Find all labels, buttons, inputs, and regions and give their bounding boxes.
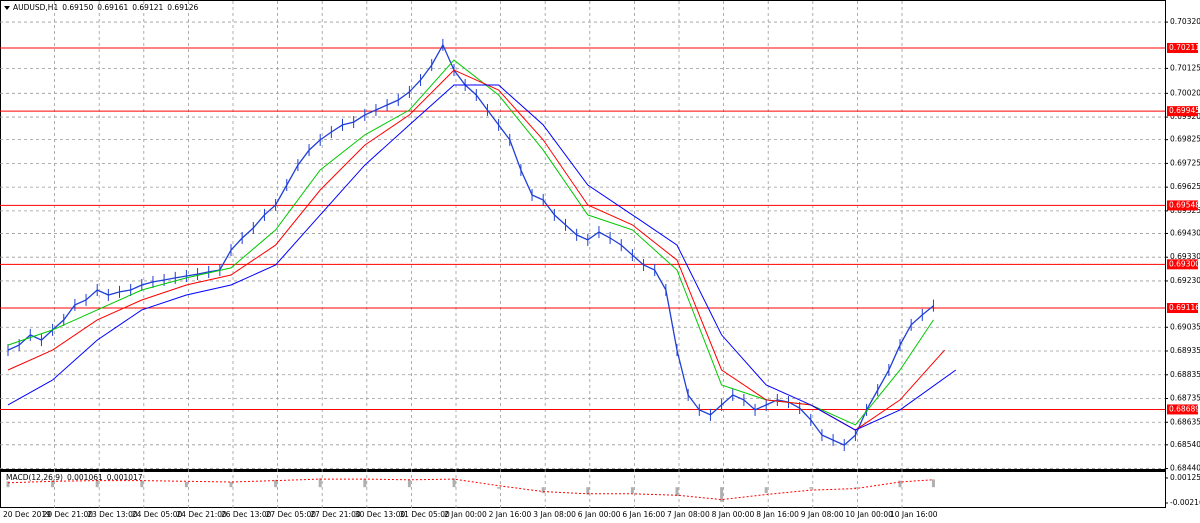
y-tick-label: 0.68540	[1170, 440, 1200, 449]
level-label-bg	[1167, 259, 1198, 270]
x-tick-label: 8 Jan 00:00	[712, 510, 755, 519]
x-tick-label: 9 Jan 08:00	[801, 510, 844, 519]
y-tick-label: 0.69330	[1170, 252, 1200, 261]
macd-bar	[586, 487, 590, 495]
macd-bar	[497, 487, 501, 489]
y-tick-label: 0.69230	[1170, 276, 1200, 285]
x-tick-label: 3 Jan 08:00	[533, 510, 576, 519]
macd-bar	[452, 478, 456, 488]
macd-title: MACD(12,26,9)	[6, 473, 63, 482]
macd-bar	[853, 487, 857, 488]
level-label-bg	[1167, 303, 1198, 314]
macd-bar	[931, 479, 935, 488]
level-label: 0.70211	[1169, 43, 1200, 52]
main-pane	[0, 0, 1166, 470]
y-tick-label: 0.69920	[1170, 112, 1200, 121]
menu-arrow[interactable]	[4, 6, 10, 10]
level-label: 0.69548	[1169, 200, 1200, 209]
price-line	[7, 43, 934, 446]
macd-bar	[675, 487, 679, 496]
x-tick-label: 7 Jan 08:00	[667, 510, 710, 519]
quote: 0.69161	[97, 3, 128, 12]
y-tick-label: 0.69725	[1170, 158, 1200, 167]
y-tick-label: 0.70125	[1170, 63, 1200, 72]
macd-bar	[720, 487, 724, 502]
x-tick-label: 8 Jan 16:00	[756, 510, 799, 519]
macd-bar	[318, 478, 322, 488]
y-tick-label: 0.001254	[1170, 473, 1200, 482]
moving-average	[7, 84, 957, 431]
signal-line	[7, 478, 934, 501]
macd-reading: 0.001017	[107, 473, 143, 482]
x-tick-label: 30 Dec 13:00	[355, 510, 406, 519]
x-tick-label: 26 Dec 13:00	[221, 510, 272, 519]
quote: 0.69121	[132, 3, 163, 12]
y-tick-label: 0.69625	[1170, 182, 1200, 191]
macd-bar	[140, 480, 144, 488]
level-label-bg	[1167, 404, 1198, 415]
macd-bar	[51, 480, 55, 488]
y-tick-label: -0.00216	[1170, 498, 1200, 507]
x-tick-label: 6 Jan 00:00	[578, 510, 621, 519]
macd-bar	[95, 479, 99, 488]
level-label: 0.69945	[1169, 106, 1200, 115]
moving-average	[7, 69, 945, 431]
macd-bar	[764, 487, 768, 494]
x-tick-label: 20 Dec 21:00	[43, 510, 94, 519]
macd-bar	[541, 487, 545, 494]
y-tick-label: 0.70320	[1170, 17, 1200, 26]
macd-bar	[407, 479, 411, 488]
quote: 0.69150	[62, 3, 93, 12]
level-label-bg	[1167, 42, 1198, 53]
level-label: 0.69116	[1169, 303, 1200, 312]
y-tick-label: 0.68835	[1170, 370, 1200, 379]
x-tick-label: 24 Dec 05:00	[132, 510, 183, 519]
macd-bar	[630, 487, 634, 494]
macd-bar	[229, 482, 233, 488]
macd-bar	[184, 482, 188, 488]
x-tick-label: 20 Dec 2019	[3, 510, 51, 519]
x-tick-label: 23 Dec 13:00	[87, 510, 138, 519]
macd-bar	[6, 481, 10, 488]
y-tick-label: 0.69430	[1170, 228, 1200, 237]
y-tick-label: 0.68440	[1170, 464, 1200, 473]
x-tick-label: 10 Jan 00:00	[845, 510, 893, 519]
macd-bar	[809, 487, 813, 489]
y-tick-label: 0.69035	[1170, 322, 1200, 331]
x-tick-label: 27 Dec 05:00	[266, 510, 317, 519]
macd-reading: 0.001061	[67, 473, 103, 482]
x-tick-label: 6 Jan 16:00	[622, 510, 665, 519]
level-label: 0.68689	[1169, 404, 1200, 413]
macd-pane	[0, 471, 1166, 508]
x-tick-label: 31 Dec 05:00	[399, 510, 450, 519]
x-tick-label: 2 Jan 00:00	[444, 510, 487, 519]
y-tick-label: 0.68935	[1170, 346, 1200, 355]
x-tick-label: 2 Jan 16:00	[489, 510, 532, 519]
level-label: 0.69300	[1169, 259, 1200, 268]
level-label-bg	[1167, 200, 1198, 211]
quote: 0.69126	[167, 3, 198, 12]
x-tick-label: 27 Dec 21:00	[310, 510, 361, 519]
y-tick-label: 0.69825	[1170, 135, 1200, 144]
x-tick-label: 10 Jan 16:00	[890, 510, 938, 519]
macd-bar	[363, 479, 367, 488]
symbol: AUDUSD,H1	[13, 3, 58, 12]
y-tick-label: 0.68735	[1170, 394, 1200, 403]
y-tick-label: 0.68635	[1170, 417, 1200, 426]
macd-bar	[274, 479, 278, 488]
x-tick-label: 24 Dec 21:00	[176, 510, 227, 519]
y-tick-label: 0.70020	[1170, 88, 1200, 97]
macd-bar	[898, 480, 902, 488]
level-label-bg	[1167, 106, 1198, 117]
